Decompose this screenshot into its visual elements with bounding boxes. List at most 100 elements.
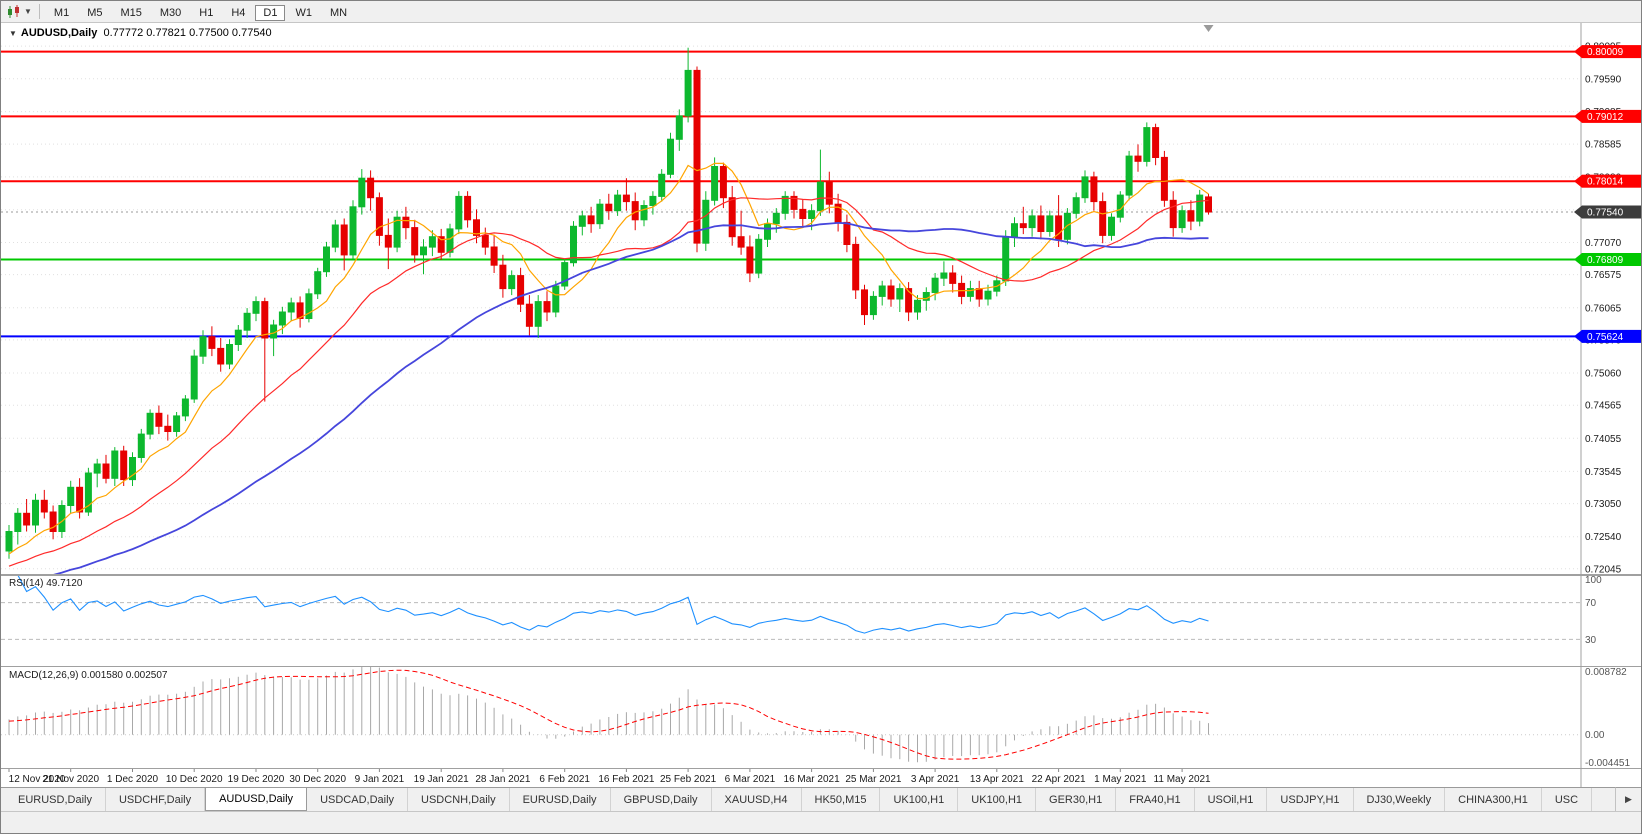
timeframe-button-w1[interactable]: W1 [295,6,312,19]
svg-text:3 Apr 2021: 3 Apr 2021 [911,774,960,785]
svg-text:0.75624: 0.75624 [1587,332,1624,343]
chart-type-icon[interactable]: ▼ [5,4,34,19]
svg-text:0.79012: 0.79012 [1587,112,1624,123]
chart-tab-xauusd-h4[interactable]: XAUUSD,H4 [712,788,802,811]
svg-text:19 Jan 2021: 19 Jan 2021 [414,774,469,785]
svg-text:16 Mar 2021: 16 Mar 2021 [784,774,841,785]
svg-text:0.008782: 0.008782 [1585,667,1627,678]
status-bar [1,811,1641,833]
svg-text:1 Dec 2020: 1 Dec 2020 [107,774,159,785]
rsi-line [9,575,1209,634]
rsi-indicator-panel[interactable]: 100 70 30 [1,575,1642,667]
chart-shift-marker [1203,25,1214,32]
tab-scroll-right-button[interactable]: ▶ [1615,787,1641,811]
timeframe-button-m15[interactable]: M15 [120,6,142,19]
svg-text:0.74565: 0.74565 [1585,401,1622,412]
svg-text:10 Dec 2020: 10 Dec 2020 [166,774,223,785]
svg-text:0.80009: 0.80009 [1587,47,1624,58]
timeframe-button-d1[interactable]: D1 [255,4,286,21]
chart-tab-china300-h1[interactable]: CHINA300,H1 [1445,788,1542,811]
rsi-label: RSI(14) 49.7120 [9,578,83,589]
svg-text:25 Feb 2021: 25 Feb 2021 [660,774,717,785]
timeframe-button-m1[interactable]: M1 [53,6,70,19]
chart-tab-audusd-daily[interactable]: AUDUSD,Daily [205,788,308,811]
chart-tab-uk100-h1[interactable]: UK100,H1 [958,788,1037,811]
svg-text:16 Feb 2021: 16 Feb 2021 [598,774,655,785]
timeframe-button-m30[interactable]: M30 [159,6,182,19]
svg-text:22 Apr 2021: 22 Apr 2021 [1032,774,1086,785]
timeframe-button-m5[interactable]: M5 [87,6,103,19]
toolbar-separator [38,4,40,19]
svg-text:11 May 2021: 11 May 2021 [1154,774,1212,785]
svg-text:0.74055: 0.74055 [1585,434,1622,445]
price-axis-markers: 0.80009 0.79012 0.78014 0.76809 0.75624 0.775… [1574,45,1641,343]
chart-tab-usdcnh-daily[interactable]: USDCNH,Daily [408,788,510,811]
chart-title-ohlc: 0.77772 0.77821 0.77500 0.77540 [103,27,272,39]
svg-text:30: 30 [1585,635,1597,646]
chart-collapse-icon[interactable]: ▼ [9,29,17,38]
ma-fast-line [8,162,1209,555]
svg-text:0.79590: 0.79590 [1585,74,1622,85]
macd-values: 0.001580 0.002507 [81,670,168,681]
chart-tab-hk50-m15[interactable]: HK50,M15 [802,788,881,811]
svg-text:9 Jan 2021: 9 Jan 2021 [355,774,405,785]
chart-tab-usc[interactable]: USC [1542,788,1593,811]
svg-text:6 Feb 2021: 6 Feb 2021 [539,774,590,785]
rsi-value: 49.7120 [46,578,83,589]
timeframe-button-h4[interactable]: H4 [231,6,246,19]
chart-tab-gbpusd-daily[interactable]: GBPUSD,Daily [611,788,712,811]
svg-text:0.72540: 0.72540 [1585,532,1622,543]
macd-signal-line [8,669,1209,760]
main-price-chart[interactable]: 0.800950.795900.790850.785850.780800.775… [1,23,1642,575]
chart-tab-eurusd-daily[interactable]: EURUSD,Daily [510,788,611,811]
svg-text:6 Mar 2021: 6 Mar 2021 [725,774,776,785]
svg-text:30 Dec 2020: 30 Dec 2020 [289,774,346,785]
chart-tab-usdchf-daily[interactable]: USDCHF,Daily [106,788,206,811]
svg-text:0.73050: 0.73050 [1585,499,1622,510]
svg-text:0.73545: 0.73545 [1585,467,1622,478]
svg-text:0.78014: 0.78014 [1587,177,1624,188]
svg-text:70: 70 [1585,598,1597,609]
macd-label: MACD(12,26,9) 0.001580 0.002507 [9,670,168,681]
candles-layer [5,47,1212,559]
ma-slow-line [48,221,1209,575]
ma-mid-line [8,197,1209,567]
chart-tab-uk100-h1[interactable]: UK100,H1 [880,788,959,811]
chart-tab-usdjpy-h1[interactable]: USDJPY,H1 [1267,788,1354,811]
timeframe-button-mn[interactable]: MN [329,6,348,19]
chart-title: ▼ AUDUSD,Daily 0.77772 0.77821 0.77500 0.… [9,27,272,39]
timeframe-buttons: M1 M5 M15 M30 H1 H4 D1 W1 MN [45,3,356,21]
chart-tab-usdcad-daily[interactable]: USDCAD,Daily [307,788,409,811]
svg-text:1 May 2021: 1 May 2021 [1094,774,1147,785]
svg-text:0.72045: 0.72045 [1585,564,1622,575]
chart-tab-eurusd-daily[interactable]: EURUSD,Daily [5,788,106,811]
svg-text:21 Nov 2020: 21 Nov 2020 [42,774,99,785]
svg-text:0.76809: 0.76809 [1587,255,1624,266]
svg-text:25 Mar 2021: 25 Mar 2021 [845,774,902,785]
svg-text:0.77070: 0.77070 [1585,238,1622,249]
svg-text:0.76065: 0.76065 [1585,303,1622,314]
chart-tab-fra40-h1[interactable]: FRA40,H1 [1116,788,1195,811]
svg-text:0.76575: 0.76575 [1585,270,1622,281]
chart-tab-bar: EURUSD,Daily USDCHF,Daily AUDUSD,Daily USDC… [1,787,1641,811]
chart-tab-usoil-h1[interactable]: USOil,H1 [1195,788,1268,811]
chevron-down-icon[interactable]: ▼ [24,7,32,16]
svg-text:19 Dec 2020: 19 Dec 2020 [228,774,285,785]
svg-text:0.77540: 0.77540 [1587,208,1624,219]
svg-text:0.00: 0.00 [1585,730,1605,741]
chart-tab-dj30-weekly[interactable]: DJ30,Weekly [1354,788,1446,811]
chart-tab-ger30-h1[interactable]: GER30,H1 [1036,788,1117,811]
svg-text:0.75060: 0.75060 [1585,369,1622,380]
macd-indicator-panel[interactable]: 0.008782 0.00 -0.004451 [1,667,1642,769]
svg-text:-0.004451: -0.004451 [1585,758,1630,769]
arrow-right-icon: ▶ [1625,794,1632,804]
macd-histogram [8,667,1209,763]
svg-text:100: 100 [1585,575,1602,586]
svg-text:0.78585: 0.78585 [1585,140,1622,151]
svg-text:28 Jan 2021: 28 Jan 2021 [475,774,530,785]
chart-title-symbol: AUDUSD,Daily [20,27,98,39]
svg-text:12 Nov 2020: 12 Nov 2020 [9,774,66,785]
timeframe-button-h1[interactable]: H1 [199,6,214,19]
